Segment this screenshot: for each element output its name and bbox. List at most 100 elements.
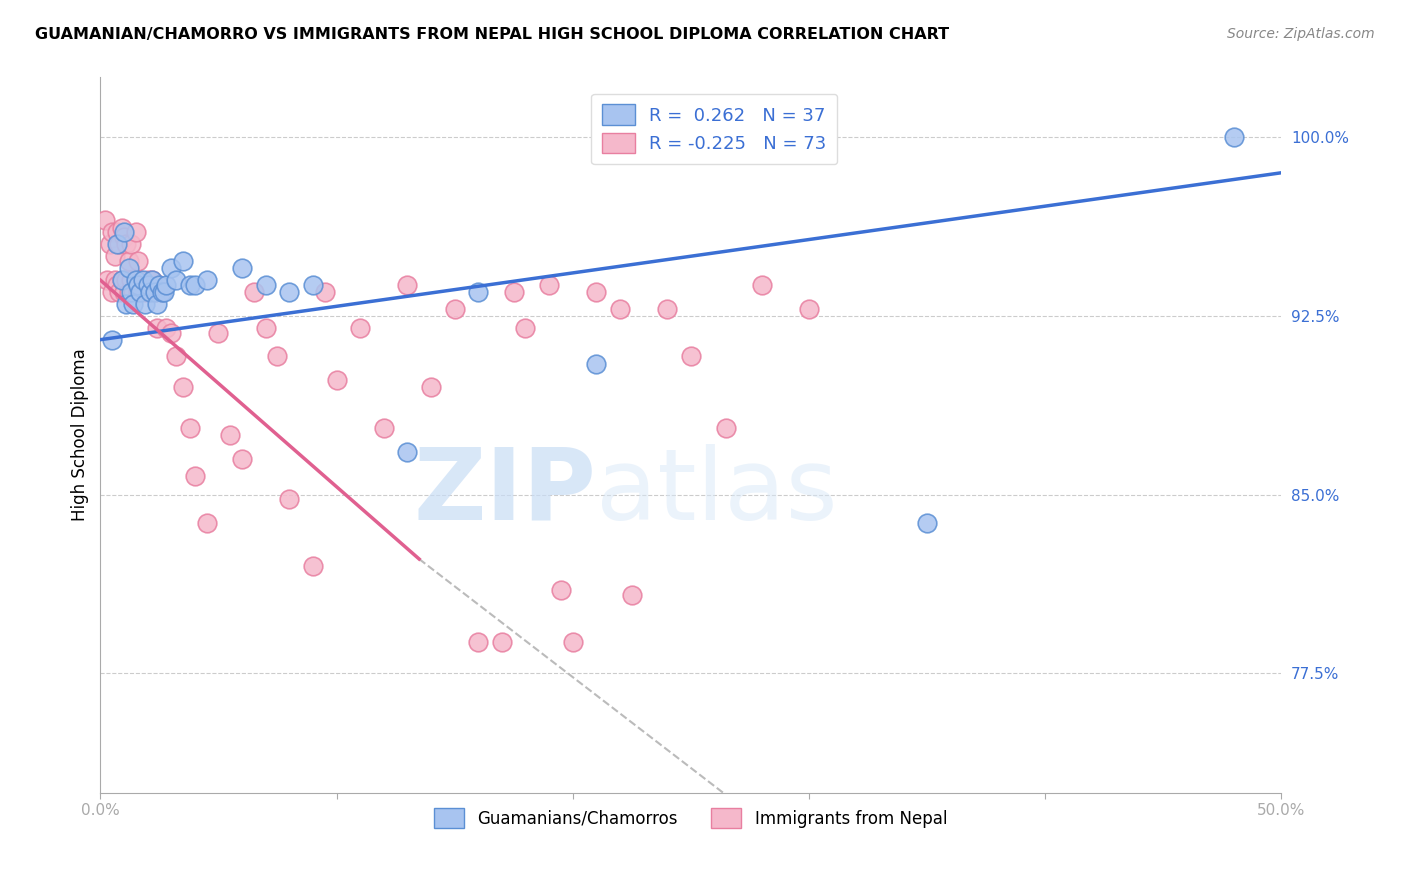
Point [314, 285, 336, 299]
Point [110, 273, 132, 287]
Point [108, 285, 131, 299]
Point [160, 261, 183, 276]
Point [105, 226, 128, 240]
Point [609, 301, 631, 316]
Point [184, 277, 207, 292]
Point [620, 588, 643, 602]
Point [243, 285, 266, 299]
Point [139, 285, 162, 299]
Point [254, 320, 277, 334]
Point [179, 277, 201, 292]
Point [585, 357, 607, 371]
Point [96, 273, 118, 287]
Point [108, 237, 131, 252]
Point [515, 320, 537, 334]
Point [266, 350, 288, 364]
Point [127, 277, 149, 292]
Point [160, 326, 183, 340]
Point [172, 380, 194, 394]
Point [231, 261, 253, 276]
Point [120, 237, 142, 252]
Point [254, 277, 277, 292]
Point [120, 285, 142, 299]
Point [1223, 130, 1246, 145]
Point [396, 444, 419, 458]
Point [125, 226, 148, 240]
Point [148, 277, 170, 292]
Point [550, 582, 572, 597]
Point [94, 213, 117, 227]
Point [115, 297, 138, 311]
Point [98, 237, 121, 252]
Point [219, 428, 242, 442]
Point [112, 226, 135, 240]
Point [349, 320, 371, 334]
Point [125, 273, 148, 287]
Point [467, 285, 489, 299]
Point [134, 285, 156, 299]
Point [195, 516, 218, 531]
Point [146, 320, 169, 334]
Point [101, 285, 124, 299]
Point [129, 273, 152, 287]
Point [561, 635, 583, 649]
Point [302, 559, 325, 574]
Point [118, 254, 141, 268]
Point [134, 297, 156, 311]
Point [105, 237, 128, 252]
Point [231, 451, 253, 466]
Point [115, 273, 138, 287]
Point [101, 333, 124, 347]
Point [136, 277, 159, 292]
Point [112, 230, 135, 244]
Point [915, 516, 938, 531]
Point [797, 301, 820, 316]
Point [150, 285, 173, 299]
Y-axis label: High School Diploma: High School Diploma [72, 349, 89, 522]
Point [132, 277, 155, 292]
Point [118, 285, 141, 299]
Point [143, 285, 166, 299]
Text: atlas: atlas [596, 443, 838, 541]
Point [420, 380, 443, 394]
Text: ZIP: ZIP [413, 443, 596, 541]
Point [110, 273, 132, 287]
Point [537, 277, 560, 292]
Point [443, 301, 465, 316]
Point [115, 237, 138, 252]
Point [122, 297, 145, 311]
Point [502, 285, 524, 299]
Point [325, 373, 347, 387]
Point [146, 297, 169, 311]
Point [110, 220, 132, 235]
Point [112, 285, 135, 299]
Text: Source: ZipAtlas.com: Source: ZipAtlas.com [1227, 27, 1375, 41]
Point [101, 226, 124, 240]
Point [122, 285, 145, 299]
Point [179, 421, 201, 435]
Text: GUAMANIAN/CHAMORRO VS IMMIGRANTS FROM NEPAL HIGH SCHOOL DIPLOMA CORRELATION CHAR: GUAMANIAN/CHAMORRO VS IMMIGRANTS FROM NE… [35, 27, 949, 42]
Point [136, 273, 159, 287]
Point [120, 273, 142, 287]
Point [155, 320, 177, 334]
Point [195, 273, 218, 287]
Point [105, 277, 128, 292]
Point [714, 421, 737, 435]
Point [751, 277, 773, 292]
Point [165, 273, 187, 287]
Point [155, 277, 177, 292]
Point [103, 249, 125, 263]
Point [655, 301, 678, 316]
Point [127, 254, 149, 268]
Point [373, 421, 395, 435]
Point [129, 285, 152, 299]
Point [139, 285, 162, 299]
Point [150, 285, 173, 299]
Point [143, 285, 166, 299]
Point [491, 635, 513, 649]
Point [184, 468, 207, 483]
Point [141, 273, 163, 287]
Point [103, 273, 125, 287]
Point [585, 285, 607, 299]
Point [396, 277, 419, 292]
